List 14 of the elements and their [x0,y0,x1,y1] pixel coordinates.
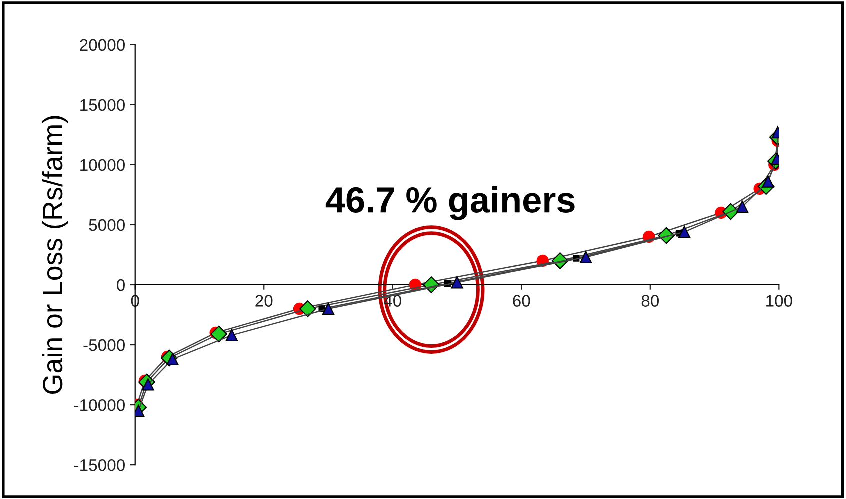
y-tick-label: 0 [117,279,125,292]
x-tick-label: 60 [513,295,530,307]
x-tick-label: 100 [766,295,792,307]
annotation: 46.7 % gainers [326,186,575,220]
y-tick-label: 5000 [89,219,125,232]
y-tick-label: 20000 [80,39,125,52]
y-tick-label: 15000 [80,99,125,112]
y-axis-title: Gain or Loss (Rs/farm) [42,116,68,394]
x-tick-label: 80 [642,295,660,307]
y-tick-label: -10000 [74,399,125,412]
y-tick-label: 10000 [80,159,125,172]
y-tick-label: -5000 [84,339,125,352]
y-tick-label: -15000 [74,459,125,472]
x-tick-label: 20 [256,295,273,307]
